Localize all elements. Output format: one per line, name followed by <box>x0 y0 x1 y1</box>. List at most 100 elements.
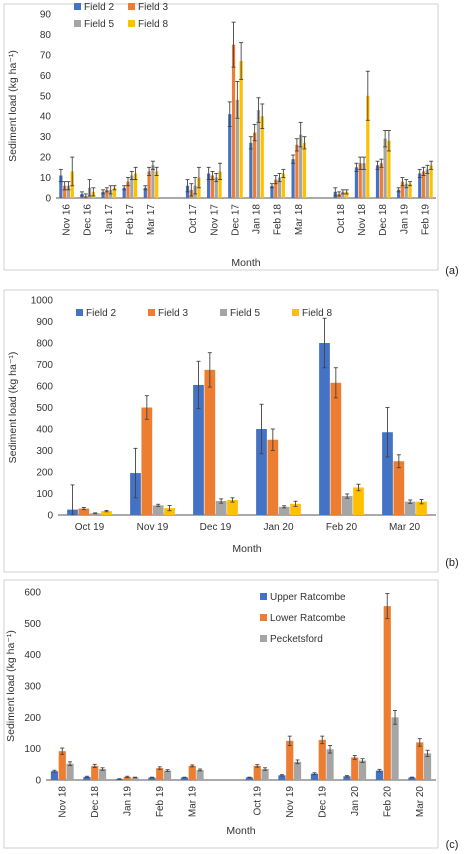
bar <box>215 501 227 515</box>
y-tick-label: 70 <box>40 50 52 61</box>
y-tick-label: 900 <box>36 317 53 328</box>
bar <box>397 189 401 198</box>
legend-swatch <box>260 635 267 642</box>
y-tick-label: 90 <box>40 10 52 21</box>
bar <box>133 173 138 198</box>
bar <box>193 384 204 515</box>
bar <box>345 191 349 198</box>
bar <box>63 185 67 198</box>
legend-swatch <box>74 20 81 27</box>
bar <box>210 175 215 198</box>
y-tick-label: 100 <box>36 489 53 500</box>
bar <box>112 187 117 198</box>
legend-label: Field 5 <box>230 308 260 319</box>
bar <box>152 505 164 515</box>
x-tick-label: Oct 17 <box>188 204 199 234</box>
y-tick-label: 800 <box>36 339 53 350</box>
panel-label: (a) <box>445 265 458 277</box>
legend-label: Lower Ratcombe <box>270 613 346 624</box>
legend-label: Field 2 <box>86 308 116 319</box>
bar <box>310 773 319 780</box>
x-tick-label: Feb 18 <box>273 204 284 236</box>
bar <box>383 606 391 780</box>
bar <box>330 382 342 515</box>
y-tick-label: 700 <box>36 360 53 371</box>
y-tick-label: 40 <box>40 112 52 123</box>
x-tick-label: Jan 20 <box>263 522 293 533</box>
bar <box>358 760 367 780</box>
bar <box>393 461 405 515</box>
y-tick-label: 0 <box>35 776 41 787</box>
bar <box>253 765 261 780</box>
bar <box>50 771 59 780</box>
y-tick-label: 600 <box>24 588 41 599</box>
bar <box>343 776 351 780</box>
bar <box>163 770 172 780</box>
x-tick-label: Nov 19 <box>137 522 169 533</box>
panel-frame <box>3 3 439 271</box>
bar <box>66 763 74 780</box>
x-tick-label: Mar 18 <box>294 204 305 236</box>
bar <box>78 508 90 515</box>
bar <box>358 163 362 198</box>
x-tick-label: Jan 19 <box>399 204 410 234</box>
bar <box>256 429 267 515</box>
bar <box>278 775 286 780</box>
panel-label: (c) <box>446 839 459 851</box>
x-tick-label: Dec 17 <box>230 204 241 236</box>
bar <box>391 717 399 780</box>
bar <box>58 751 66 780</box>
y-tick-label: 600 <box>36 382 53 393</box>
bar <box>278 506 290 515</box>
bar <box>429 165 433 198</box>
bar <box>83 776 91 780</box>
y-tick-label: 100 <box>24 744 41 755</box>
bar <box>126 181 130 198</box>
bar <box>155 171 159 198</box>
x-tick-label: Mar 20 <box>389 522 421 533</box>
bar <box>382 432 393 515</box>
y-axis-title: Sediment load (kg ha⁻¹) <box>7 50 19 162</box>
x-axis-title: Month <box>231 257 260 269</box>
y-tick-label: 30 <box>40 132 52 143</box>
x-tick-label: Nov 19 <box>285 786 296 818</box>
bar <box>218 171 222 198</box>
bar <box>418 173 422 198</box>
x-tick-label: Oct 19 <box>75 522 105 533</box>
x-tick-label: Feb 19 <box>155 786 166 818</box>
bar <box>274 179 278 198</box>
bar <box>277 177 282 198</box>
x-tick-label: Jan 17 <box>104 204 115 234</box>
bar <box>291 159 295 198</box>
bar <box>302 142 307 198</box>
x-tick-label: Feb 20 <box>326 522 358 533</box>
bar <box>375 165 380 198</box>
bar <box>98 769 107 780</box>
bar <box>299 134 303 198</box>
bar <box>101 511 112 515</box>
bar <box>400 181 405 198</box>
bar <box>180 777 189 780</box>
bar <box>228 114 232 198</box>
legend-swatch <box>220 309 227 316</box>
bar <box>122 187 126 198</box>
bar <box>423 753 432 780</box>
x-tick-label: Dec 18 <box>378 204 389 236</box>
x-tick-label: Oct 18 <box>336 204 347 234</box>
bar <box>143 187 147 198</box>
x-tick-label: Nov 18 <box>357 204 368 236</box>
bar <box>261 769 269 780</box>
bar <box>141 407 153 515</box>
chart-panel-2: 0 100 200 300 400 500 600 700 800 900 1000 Sediment… <box>3 289 459 573</box>
bar <box>353 487 364 515</box>
bar <box>295 144 299 198</box>
x-tick-label: Dec 18 <box>90 786 101 818</box>
legend-swatch <box>148 309 155 316</box>
y-tick-label: 300 <box>24 682 41 693</box>
bar <box>354 167 359 198</box>
y-tick-label: 0 <box>45 194 51 205</box>
bar <box>421 171 426 198</box>
bar <box>188 765 196 780</box>
panel-frame <box>3 579 439 849</box>
bar <box>59 175 63 198</box>
